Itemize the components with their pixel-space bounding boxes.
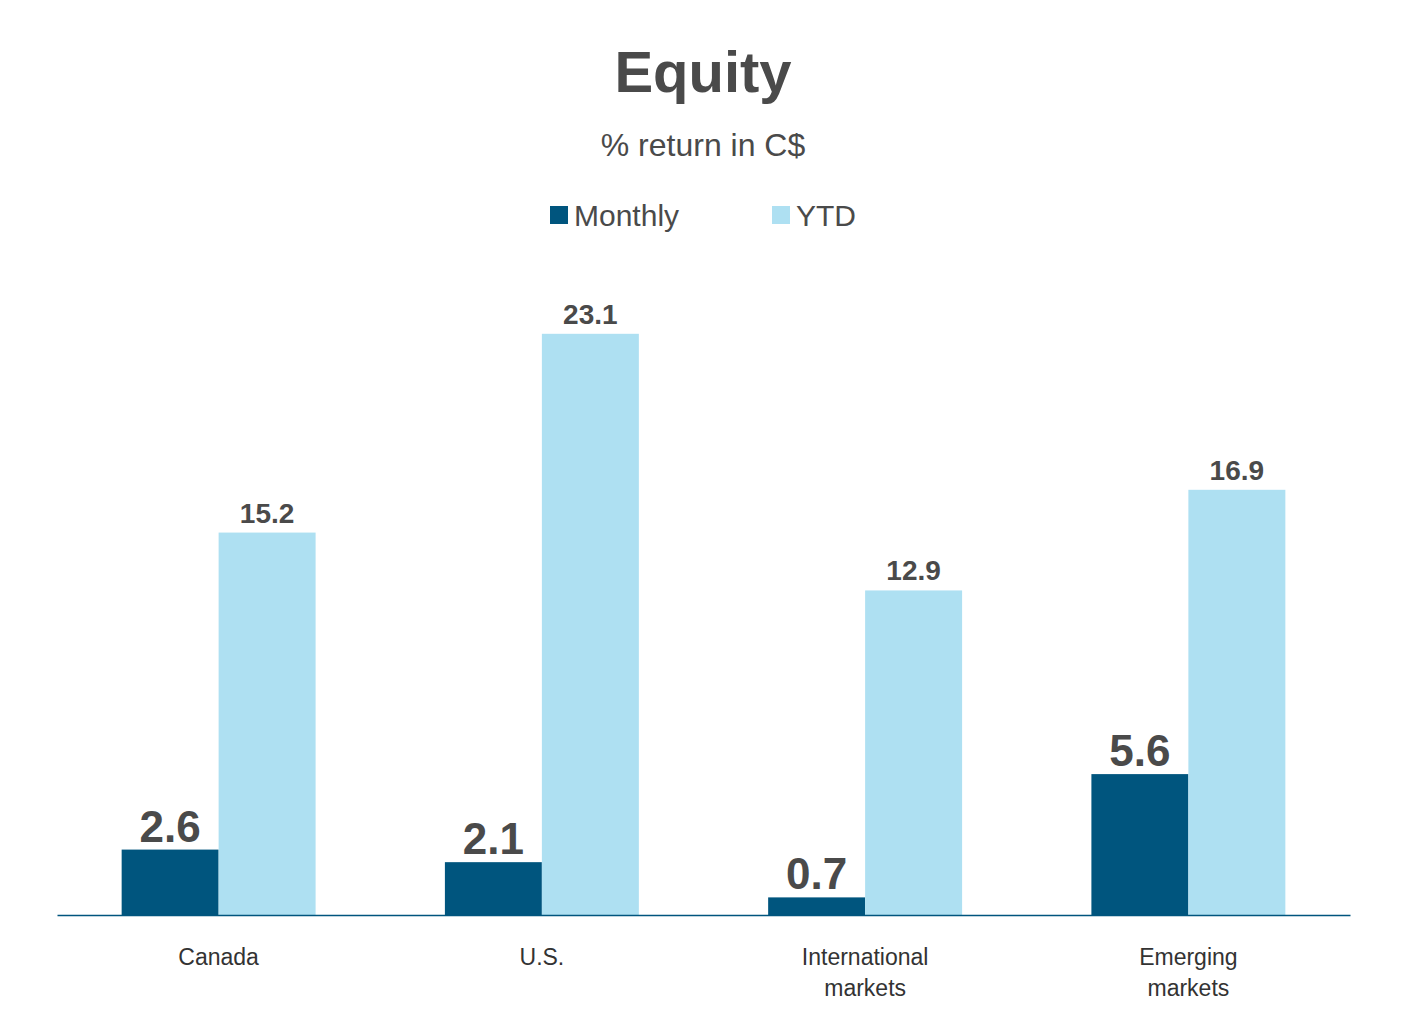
tick: Emergingmarkets: [1139, 915, 1237, 1001]
data-label: 2.1: [463, 814, 524, 863]
x-axis: Canada U.S. Internationalmarkets Emergingma…: [58, 915, 1351, 1001]
bars: [122, 334, 1286, 915]
chart: Equity % return in C$ Monthly YTD 2.6 2.1 0.7 5…: [0, 0, 1406, 1027]
bar: [768, 897, 865, 915]
tick-label: U.S.: [520, 944, 565, 970]
legend-item: YTD: [772, 199, 856, 232]
legend-item: Monthly: [550, 199, 679, 232]
tick-label: Emergingmarkets: [1139, 944, 1237, 1001]
bar: [445, 862, 542, 915]
data-label: 5.6: [1109, 726, 1170, 775]
data-label: 15.2: [240, 498, 295, 529]
data-label: 0.7: [786, 849, 847, 898]
legend-label: Monthly: [574, 199, 679, 232]
data-label: 2.6: [140, 802, 201, 851]
bar: [219, 533, 316, 915]
data-label: 23.1: [563, 299, 618, 330]
data-label: 12.9: [886, 555, 941, 586]
bar: [122, 850, 219, 915]
legend: Monthly YTD: [550, 199, 856, 232]
tick: U.S.: [520, 915, 565, 970]
data-labels: 2.6 2.1 0.7 5.6 15.2 23.1 12.9 16.9: [140, 299, 1265, 899]
subtitle: % return in C$: [601, 127, 806, 163]
legend-label: YTD: [796, 199, 856, 232]
tick-label: Internationalmarkets: [802, 944, 929, 1001]
bar: [1188, 490, 1285, 915]
title: Equity: [614, 39, 791, 104]
axis-line: [58, 915, 1351, 917]
data-label: 16.9: [1210, 455, 1265, 486]
tick: Canada: [178, 915, 259, 970]
tick: Internationalmarkets: [802, 915, 929, 1001]
plot: 2.6 2.1 0.7 5.6 15.2 23.1 12.9 16.9 Canada U.S. In…: [58, 299, 1351, 1002]
bar: [865, 590, 962, 915]
legend-swatch: [550, 206, 568, 224]
bar: [542, 334, 639, 915]
bar: [1091, 774, 1188, 915]
tick-label: Canada: [178, 944, 259, 970]
legend-swatch: [772, 206, 790, 224]
